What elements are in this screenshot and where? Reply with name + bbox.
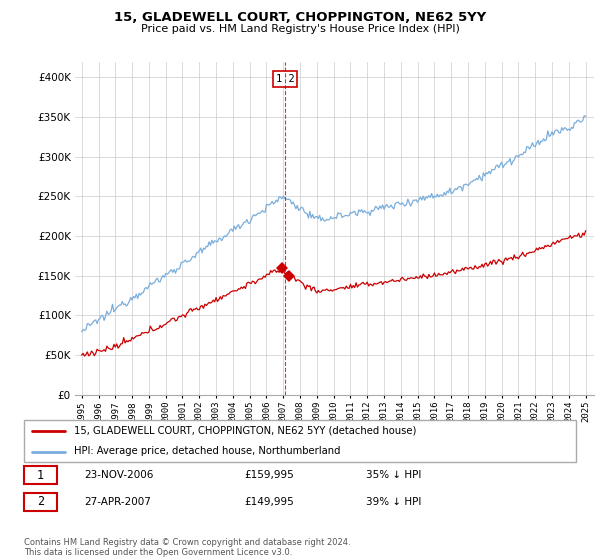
Bar xyxy=(24,493,57,511)
Text: 39% ↓ HPI: 39% ↓ HPI xyxy=(366,497,422,507)
Text: Price paid vs. HM Land Registry's House Price Index (HPI): Price paid vs. HM Land Registry's House … xyxy=(140,24,460,34)
Text: 15, GLADEWELL COURT, CHOPPINGTON, NE62 5YY: 15, GLADEWELL COURT, CHOPPINGTON, NE62 5… xyxy=(114,11,486,24)
Bar xyxy=(24,466,57,484)
Text: 1 2: 1 2 xyxy=(276,74,295,84)
Text: 27-APR-2007: 27-APR-2007 xyxy=(85,497,152,507)
Text: 23-NOV-2006: 23-NOV-2006 xyxy=(85,470,154,480)
Text: £149,995: £149,995 xyxy=(245,497,295,507)
Text: £159,995: £159,995 xyxy=(245,470,295,480)
Text: 15, GLADEWELL COURT, CHOPPINGTON, NE62 5YY (detached house): 15, GLADEWELL COURT, CHOPPINGTON, NE62 5… xyxy=(74,426,416,436)
Text: 1: 1 xyxy=(37,469,44,482)
Text: Contains HM Land Registry data © Crown copyright and database right 2024.
This d: Contains HM Land Registry data © Crown c… xyxy=(24,538,350,557)
Text: HPI: Average price, detached house, Northumberland: HPI: Average price, detached house, Nort… xyxy=(74,446,340,456)
Text: 35% ↓ HPI: 35% ↓ HPI xyxy=(366,470,422,480)
Text: 2: 2 xyxy=(37,496,44,508)
